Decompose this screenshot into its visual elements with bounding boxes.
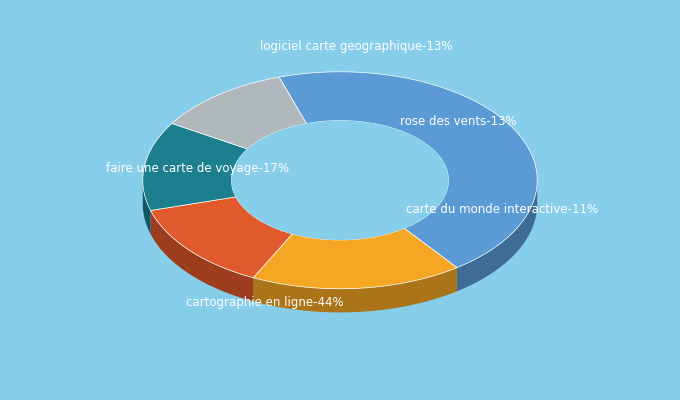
Polygon shape (231, 121, 449, 240)
Polygon shape (143, 180, 150, 234)
Polygon shape (150, 197, 292, 278)
Text: cartographie en ligne-44%: cartographie en ligne-44% (186, 296, 344, 309)
Text: logiciel carte geographique-13%: logiciel carte geographique-13% (260, 40, 452, 53)
Polygon shape (457, 180, 537, 291)
Polygon shape (253, 268, 457, 312)
Polygon shape (279, 72, 537, 268)
Polygon shape (150, 210, 253, 301)
Text: rose des vents-13%: rose des vents-13% (400, 115, 517, 128)
Polygon shape (143, 124, 248, 210)
Text: carte du monde interactive-11%: carte du monde interactive-11% (406, 203, 598, 216)
Polygon shape (172, 77, 307, 149)
Text: faire une carte de voyage-17%: faire une carte de voyage-17% (107, 162, 290, 175)
Polygon shape (253, 228, 457, 289)
